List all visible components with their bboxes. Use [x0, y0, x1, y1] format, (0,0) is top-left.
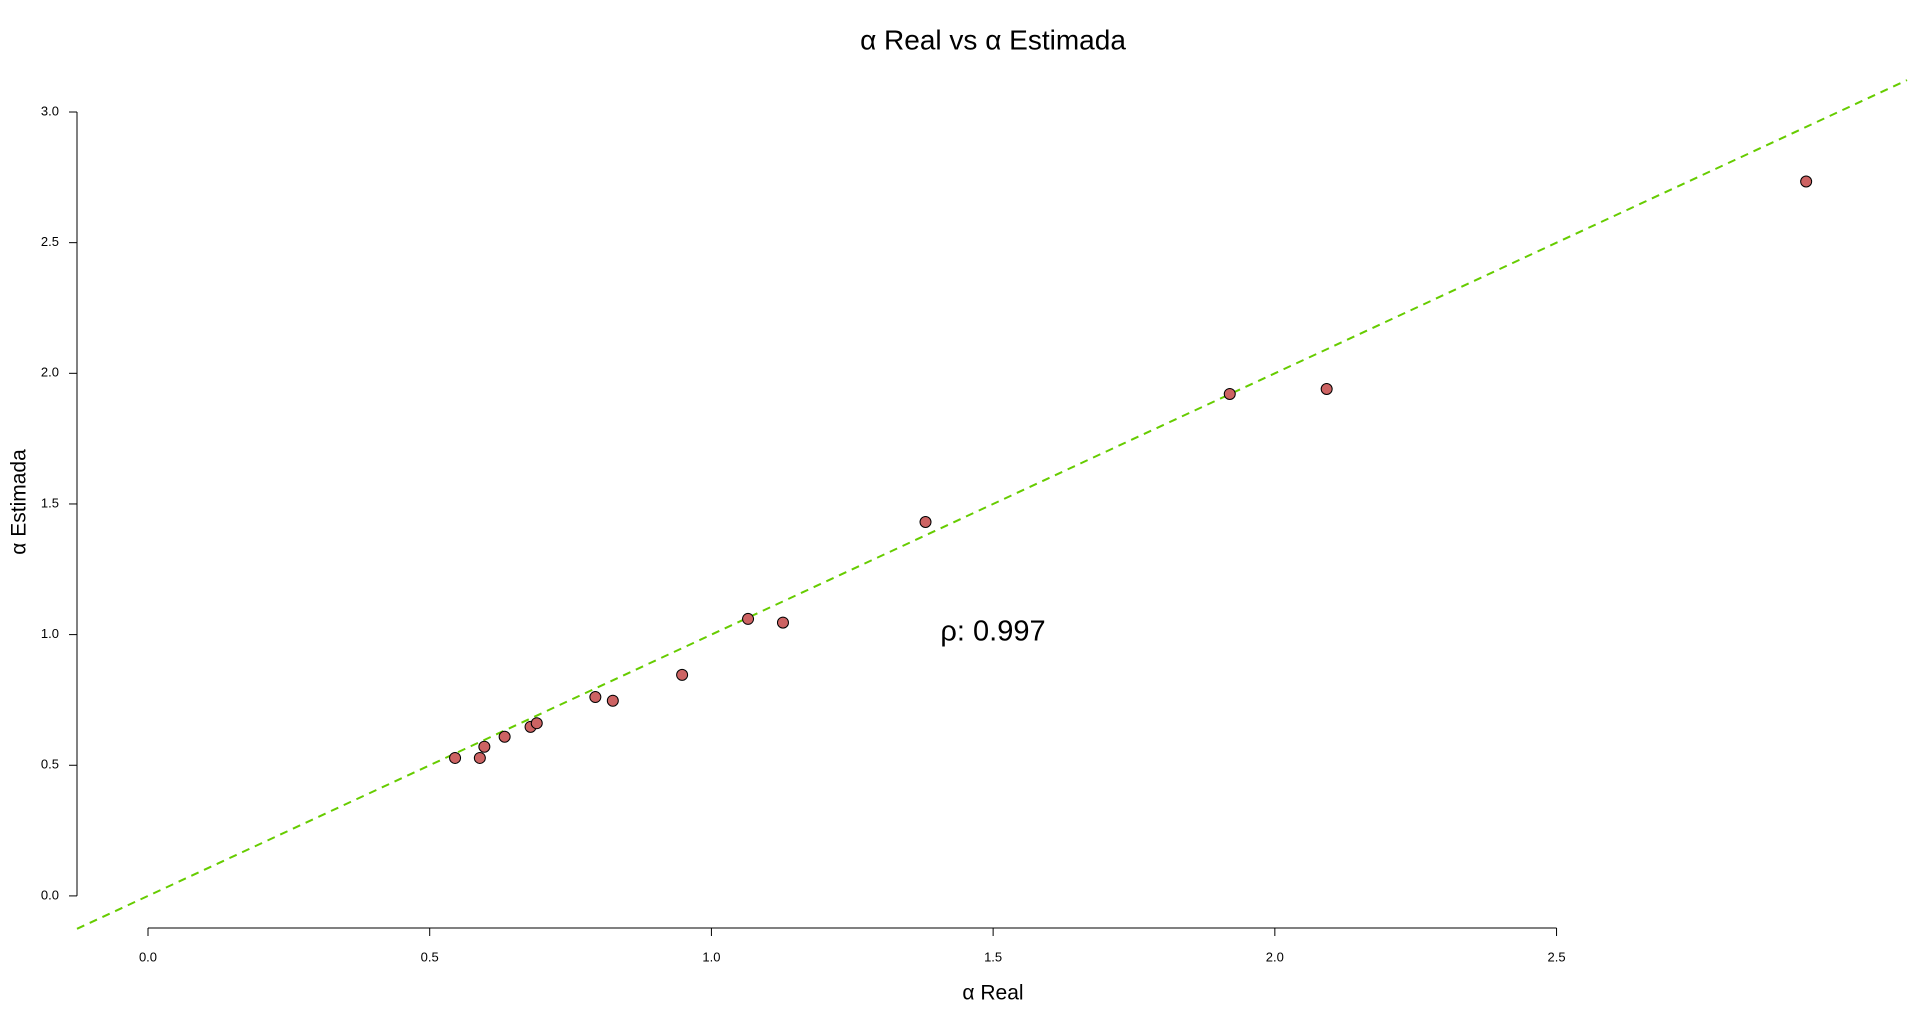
- point: [589, 691, 602, 704]
- x-tick-label: 0.0: [139, 949, 157, 964]
- point: [473, 751, 486, 764]
- point: [1800, 175, 1813, 188]
- point: [742, 612, 755, 625]
- reference-line: [76, 79, 1908, 930]
- x-axis-label: α Real: [962, 982, 1023, 1005]
- annotation: ρ: 0.997: [940, 616, 1045, 648]
- point: [449, 751, 462, 764]
- x-tick-label: 0.5: [421, 949, 439, 964]
- point: [530, 717, 543, 730]
- point: [498, 730, 511, 743]
- y-axis-label: α Estimada: [8, 449, 31, 555]
- x-tick-label: 1.5: [984, 949, 1002, 964]
- point: [1223, 387, 1236, 400]
- chart-title: α Real vs α Estimada: [860, 24, 1126, 55]
- y-tick-label: 1.5: [41, 495, 59, 510]
- point: [919, 515, 932, 528]
- x-tick-label: 2.5: [1548, 949, 1566, 964]
- point: [1320, 382, 1333, 395]
- x-tick-label: 2.0: [1266, 949, 1284, 964]
- y-tick-label: 0.5: [41, 757, 59, 772]
- y-tick-label: 0.0: [41, 887, 59, 902]
- y-tick-label: 3.0: [41, 103, 59, 118]
- point: [776, 616, 789, 629]
- point: [606, 694, 619, 707]
- y-tick-label: 1.0: [41, 626, 59, 641]
- point: [478, 740, 491, 753]
- x-tick-label: 1.0: [702, 949, 720, 964]
- point: [676, 668, 689, 681]
- y-tick-label: 2.0: [41, 365, 59, 380]
- y-tick-label: 2.5: [41, 234, 59, 249]
